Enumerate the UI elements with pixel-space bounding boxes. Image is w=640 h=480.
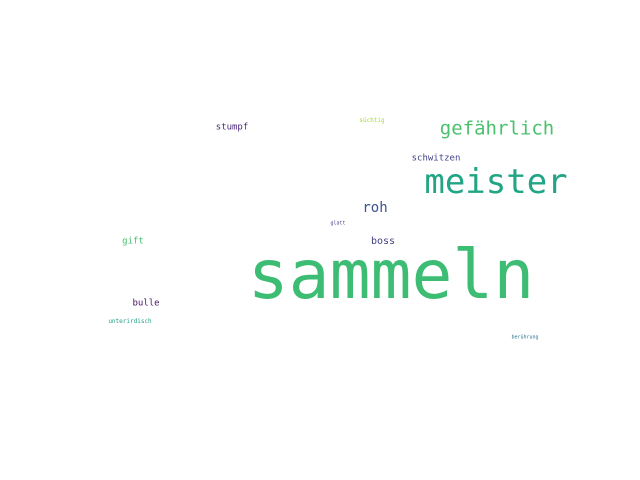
word-gift: gift: [122, 236, 144, 247]
word-gefaehrlich: gefährlich: [439, 117, 555, 140]
word-unterirdisch: unterirdisch: [108, 318, 152, 325]
word-beruehrung: berührung: [511, 334, 539, 341]
word-bulle: bulle: [132, 298, 160, 309]
word-glatt: glatt: [330, 220, 346, 227]
word-suechtig: süchtig: [359, 117, 385, 124]
word-sammeln: sammeln: [247, 236, 535, 315]
word-stumpf: stumpf: [215, 122, 249, 133]
word-meister: meister: [424, 162, 568, 202]
word-boss: boss: [370, 236, 396, 247]
word-roh: roh: [362, 200, 388, 216]
word-schwitzen: schwitzen: [411, 153, 461, 164]
